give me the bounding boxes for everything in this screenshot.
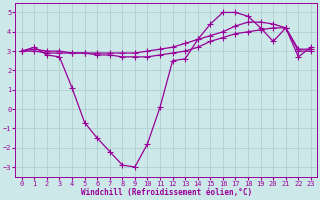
X-axis label: Windchill (Refroidissement éolien,°C): Windchill (Refroidissement éolien,°C) [81,188,252,197]
